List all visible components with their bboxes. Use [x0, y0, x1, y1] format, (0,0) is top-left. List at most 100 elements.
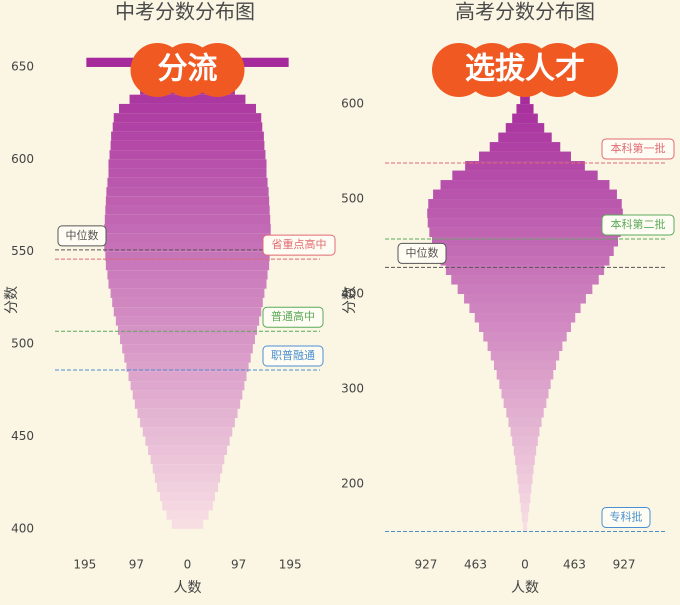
bar — [111, 131, 264, 141]
bar — [436, 246, 614, 257]
bar — [140, 418, 235, 428]
bar — [487, 341, 563, 352]
bar — [156, 482, 219, 492]
bar — [110, 140, 265, 151]
x-tick-label: 927 — [414, 558, 437, 572]
annotation-label: 中位数 — [406, 245, 439, 259]
bar — [479, 151, 571, 162]
bar — [130, 381, 245, 391]
bar — [122, 344, 253, 354]
bar — [510, 426, 540, 437]
y-tick-label: 500 — [11, 337, 34, 351]
bar — [479, 322, 571, 333]
bar — [104, 224, 271, 234]
bar — [110, 288, 265, 298]
bar — [120, 334, 255, 345]
annotation-label: 中位数 — [66, 228, 99, 242]
bar — [105, 196, 270, 206]
annotation-label: 专科批 — [610, 509, 643, 523]
bar — [104, 242, 271, 252]
bar — [152, 464, 223, 474]
bar — [137, 408, 238, 419]
bar — [128, 371, 247, 382]
bar — [469, 303, 581, 314]
bar — [154, 473, 221, 483]
annotation-box — [57, 225, 107, 247]
x-tick-label: 0 — [184, 558, 192, 572]
bar — [107, 177, 268, 188]
chart-title: 高考分数分布图 — [455, 0, 595, 24]
bar — [106, 187, 269, 197]
bar — [498, 132, 552, 143]
bar — [104, 214, 271, 225]
bar — [516, 104, 534, 114]
badge-circle — [564, 43, 618, 97]
bar — [112, 297, 263, 308]
bar — [119, 103, 256, 114]
bar — [451, 275, 599, 285]
bar — [108, 159, 267, 169]
bar — [108, 279, 267, 289]
bar — [145, 436, 230, 446]
bar — [499, 379, 551, 389]
bar — [124, 353, 251, 363]
bar — [160, 491, 215, 502]
y-tick-label: 400 — [11, 521, 34, 535]
badge-text: 分流 — [158, 52, 218, 87]
bar — [517, 474, 533, 484]
bar — [494, 360, 556, 370]
y-tick-label: 300 — [341, 381, 364, 395]
bar — [508, 417, 542, 427]
bar — [489, 142, 561, 152]
bar — [105, 205, 270, 215]
bar — [512, 436, 538, 446]
bar — [432, 237, 618, 247]
x-tick-label: 463 — [563, 558, 586, 572]
bar — [465, 161, 585, 171]
chart-title: 中考分数分布图 — [115, 0, 255, 24]
bar — [113, 307, 262, 317]
bar — [519, 493, 531, 503]
bar — [452, 170, 598, 181]
y-tick-label: 550 — [11, 244, 34, 258]
x-tick-label: 97 — [231, 558, 246, 572]
bar — [515, 455, 535, 465]
bar — [521, 512, 529, 522]
bar — [474, 313, 576, 323]
badge-text: 选拔人才 — [465, 52, 585, 87]
annotation-box — [601, 506, 651, 528]
y-axis-label: 分数 — [342, 286, 358, 314]
x-tick-label: 927 — [613, 558, 636, 572]
y-axis-label: 分数 — [4, 286, 20, 314]
bar — [109, 150, 266, 160]
bar — [105, 260, 270, 271]
bar — [457, 284, 593, 295]
bar — [162, 501, 213, 511]
y-tick-label: 650 — [11, 59, 34, 73]
bar — [522, 521, 528, 532]
bar — [440, 256, 610, 266]
bar — [134, 399, 241, 409]
bar — [506, 407, 544, 418]
bar — [496, 370, 554, 380]
y-tick-label: 450 — [11, 429, 34, 443]
annotation-box — [262, 234, 336, 256]
annotation-label: 职普融通 — [271, 348, 315, 362]
bar — [113, 113, 262, 123]
bar — [171, 519, 204, 529]
bar — [104, 233, 271, 243]
bar — [107, 270, 268, 280]
x-axis-label: 人数 — [511, 580, 539, 596]
bar — [513, 445, 537, 456]
annotation-label: 本科第二批 — [611, 217, 666, 231]
bar — [427, 218, 623, 228]
badge-circle — [190, 43, 245, 97]
bar — [516, 464, 534, 475]
bar — [464, 294, 586, 304]
bar — [105, 251, 270, 261]
y-tick-label: 400 — [341, 287, 364, 301]
annotation-box — [601, 214, 675, 236]
x-axis-label: 人数 — [174, 580, 202, 596]
